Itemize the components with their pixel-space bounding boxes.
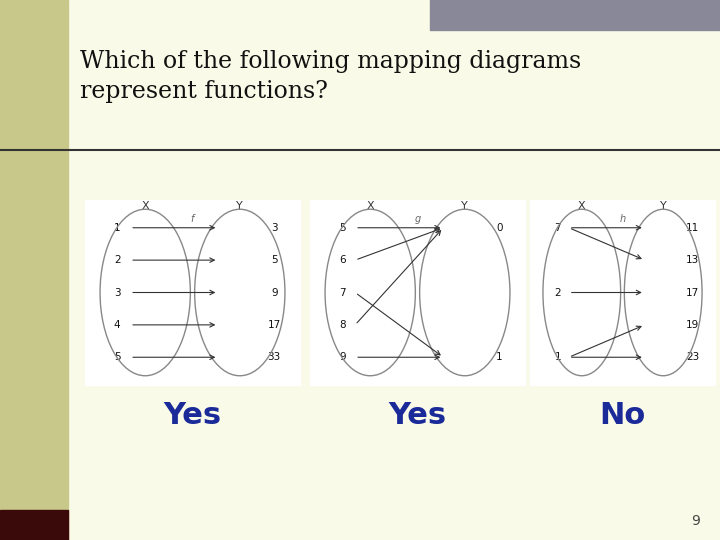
Text: 5: 5	[114, 352, 120, 362]
Text: 3: 3	[271, 222, 277, 233]
Text: 2: 2	[114, 255, 120, 265]
Text: Yes: Yes	[388, 401, 446, 429]
Text: 1: 1	[114, 222, 120, 233]
Bar	[430, 0, 720, 30]
Text: 17: 17	[268, 320, 281, 330]
Text: 9: 9	[271, 287, 277, 298]
Text: 7: 7	[554, 222, 561, 233]
Bar	[310, 200, 525, 385]
Text: 8: 8	[339, 320, 346, 330]
Text: 9: 9	[691, 514, 700, 528]
Bar	[85, 200, 300, 385]
Text: Which of the following mapping diagrams
represent functions?: Which of the following mapping diagrams …	[80, 50, 581, 103]
Text: Yes: Yes	[163, 401, 221, 429]
Text: X: X	[578, 200, 585, 211]
Text: 23: 23	[686, 352, 699, 362]
Bar	[0, 510, 68, 540]
Text: g: g	[415, 213, 420, 224]
Text: 6: 6	[339, 255, 346, 265]
Text: No: No	[599, 401, 645, 429]
Text: 7: 7	[339, 287, 346, 298]
Text: X: X	[141, 200, 149, 211]
Text: Y: Y	[462, 200, 468, 211]
Text: 33: 33	[268, 352, 281, 362]
Text: h: h	[619, 213, 626, 224]
Text: 5: 5	[339, 222, 346, 233]
Text: 11: 11	[686, 222, 699, 233]
Text: 1: 1	[554, 352, 561, 362]
Text: Y: Y	[660, 200, 667, 211]
Text: 5: 5	[271, 255, 277, 265]
Text: 9: 9	[339, 352, 346, 362]
Bar	[0, 0, 68, 540]
Text: 0: 0	[496, 222, 503, 233]
Text: 3: 3	[114, 287, 120, 298]
Text: Y: Y	[236, 200, 243, 211]
Text: f: f	[191, 213, 194, 224]
Text: X: X	[366, 200, 374, 211]
Bar	[530, 200, 715, 385]
Text: 19: 19	[686, 320, 699, 330]
Text: 13: 13	[686, 255, 699, 265]
Text: 4: 4	[114, 320, 120, 330]
Text: 17: 17	[686, 287, 699, 298]
Text: 1: 1	[496, 352, 503, 362]
Text: 2: 2	[554, 287, 561, 298]
